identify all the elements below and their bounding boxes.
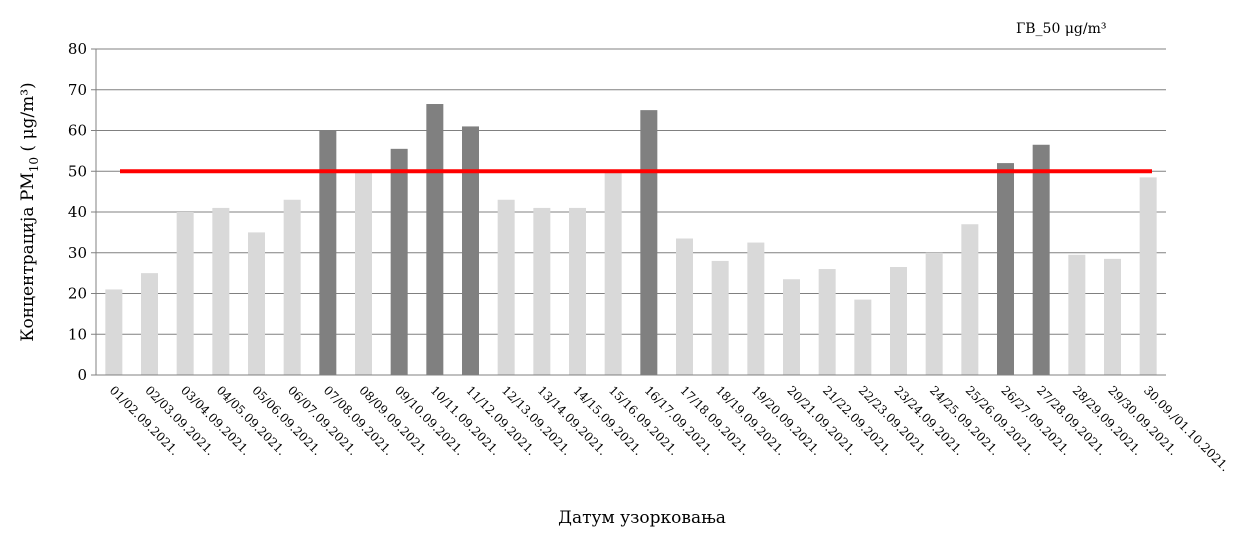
bar [426, 104, 444, 375]
y-axis: 0 10 20 30 40 50 60 70 80 [68, 40, 97, 384]
y-tick-label: 80 [68, 40, 87, 58]
bar [355, 171, 372, 375]
bar [105, 289, 123, 375]
y-tick-label: 20 [68, 285, 87, 303]
bar [176, 212, 194, 375]
y-tick-label: 30 [68, 244, 87, 262]
bar [283, 199, 301, 375]
bar [890, 267, 907, 375]
y-tick-label: 60 [68, 122, 87, 140]
bar [925, 252, 943, 375]
bar [497, 199, 515, 375]
bar [818, 269, 836, 375]
bar [141, 273, 158, 375]
y-tick-label: 70 [68, 81, 87, 99]
x-axis-title: Датум узорковања [558, 508, 726, 528]
bar [319, 130, 337, 375]
y-tick-label: 50 [68, 162, 87, 180]
bar [997, 163, 1014, 375]
bar [212, 207, 230, 375]
x-axis: 01/02.09.2021.02/03.09.2021.03/04.09.202… [96, 374, 1232, 474]
bar [1068, 254, 1086, 375]
y-tick-label: 10 [68, 325, 87, 343]
bar [462, 126, 479, 375]
bar [248, 232, 265, 375]
bar [569, 207, 586, 375]
bar [1104, 258, 1121, 375]
bar [854, 299, 872, 375]
y-axis-title-subscript: 10 [27, 157, 41, 172]
bar [961, 224, 979, 375]
bar [640, 110, 658, 375]
y-tick-label: 40 [68, 203, 87, 221]
legend-limit-label: ГВ_50 μg/m³ [1016, 21, 1107, 37]
bar [783, 279, 800, 375]
bar [533, 207, 551, 375]
bar [711, 260, 729, 375]
bar [1032, 144, 1050, 375]
y-tick-label: 0 [77, 366, 87, 384]
bar [1139, 177, 1157, 375]
bar [747, 242, 765, 375]
bar [390, 148, 408, 375]
bar [604, 171, 622, 375]
y-axis-title: Концентрација PM10 ( μg/m³) [18, 82, 41, 341]
bar [676, 238, 693, 375]
